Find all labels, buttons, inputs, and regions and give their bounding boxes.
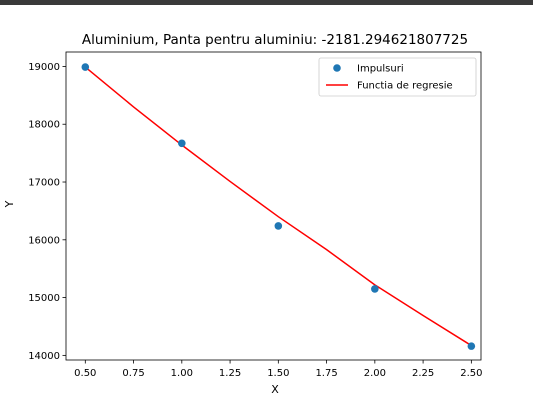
x-tick-label: 1.75 bbox=[315, 368, 337, 379]
plot-frame bbox=[66, 52, 481, 360]
x-axis: 0.50 0.75 1.00 1.25 1.50 1.75 2.00 2.25 2.50 bbox=[74, 360, 482, 379]
x-tick-label: 2.00 bbox=[364, 368, 386, 379]
x-tick-label: 1.00 bbox=[171, 368, 193, 379]
legend-label: Functia de regresie bbox=[357, 81, 453, 92]
data-point bbox=[178, 140, 186, 148]
chart-title: Aluminium, Panta pentru aluminiu: -2181.… bbox=[82, 32, 468, 48]
legend-label: Impulsuri bbox=[357, 64, 404, 75]
plot-area bbox=[66, 52, 481, 360]
y-tick-label: 19000 bbox=[28, 62, 60, 73]
y-tick-label: 18000 bbox=[28, 120, 60, 131]
x-tick-label: 2.50 bbox=[460, 368, 482, 379]
x-tick-label: 0.75 bbox=[122, 368, 144, 379]
y-tick-label: 17000 bbox=[28, 178, 60, 189]
y-axis: 14000 15000 16000 17000 18000 19000 bbox=[28, 62, 66, 362]
x-tick-label: 0.50 bbox=[74, 368, 96, 379]
legend: Impulsuri Functia de regresie bbox=[319, 58, 476, 96]
y-tick-label: 14000 bbox=[28, 351, 60, 362]
data-point bbox=[371, 285, 379, 293]
x-tick-label: 1.50 bbox=[267, 368, 289, 379]
x-tick-label: 2.25 bbox=[412, 368, 434, 379]
x-tick-label: 1.25 bbox=[219, 368, 241, 379]
data-point bbox=[275, 222, 283, 230]
y-axis-label: Y bbox=[3, 200, 16, 208]
legend-marker bbox=[333, 64, 341, 72]
x-axis-label: X bbox=[271, 383, 279, 396]
y-tick-label: 16000 bbox=[28, 235, 60, 246]
regression-line bbox=[85, 67, 471, 346]
data-point bbox=[82, 63, 90, 71]
data-point bbox=[468, 342, 476, 350]
y-tick-label: 15000 bbox=[28, 293, 60, 304]
